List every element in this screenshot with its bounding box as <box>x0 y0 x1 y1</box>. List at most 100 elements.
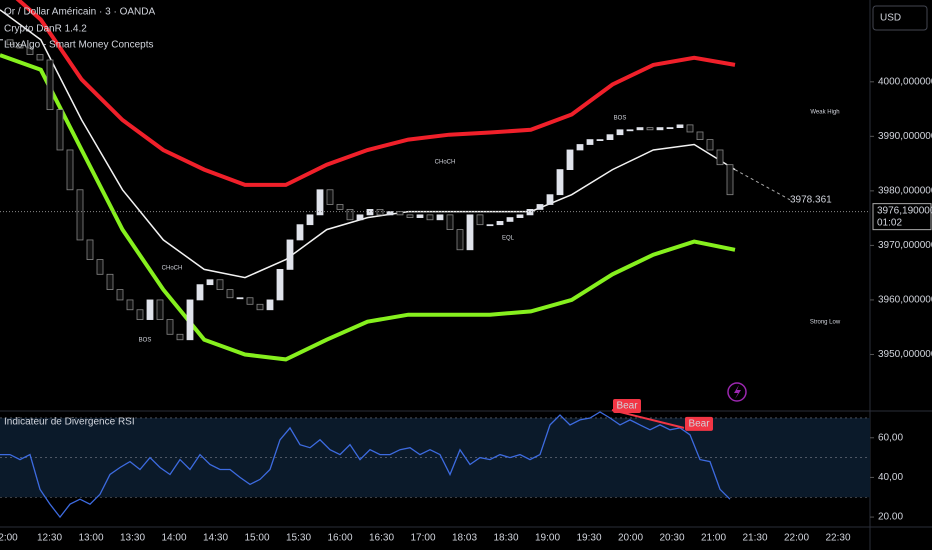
candle <box>666 127 674 130</box>
candle <box>556 169 564 196</box>
candle <box>26 47 34 55</box>
candle <box>436 214 444 221</box>
candle <box>66 149 74 191</box>
candle <box>476 214 484 226</box>
candle <box>696 131 704 141</box>
candle <box>486 224 494 227</box>
candle <box>306 214 314 226</box>
candle <box>176 333 184 341</box>
candle <box>126 299 134 311</box>
y-tick-label: 40,00 <box>878 472 903 483</box>
x-tick-label: 15:30 <box>286 533 311 544</box>
x-tick-label: 22:30 <box>825 533 850 544</box>
alert-bolt <box>734 385 741 399</box>
candle <box>96 259 104 275</box>
x-tick-label: 22:00 <box>784 533 809 544</box>
candle <box>16 44 24 49</box>
candle <box>716 149 724 166</box>
candle <box>516 214 524 218</box>
x-tick-label: 17:00 <box>410 533 435 544</box>
labels: 3950,0000000 3960,0000000 3970,0000000 3980… <box>0 76 932 543</box>
candle <box>276 268 284 301</box>
candle <box>466 214 474 251</box>
target-line <box>734 169 791 201</box>
candle <box>656 127 664 131</box>
x-tick-label: 15:00 <box>244 533 269 544</box>
x-tick-label: 18:30 <box>493 533 518 544</box>
candle <box>86 239 94 260</box>
x-tick-label: 20:30 <box>659 533 684 544</box>
candle <box>446 214 454 230</box>
smc-label: CHoCH <box>435 160 456 166</box>
alert-icon[interactable] <box>727 382 747 402</box>
candle <box>546 194 554 205</box>
y-tick-label: 3980,0000000 <box>878 186 932 197</box>
y-tick-label: 3990,0000000 <box>878 131 932 142</box>
x-tick-label: 18:03 <box>452 533 477 544</box>
candle <box>316 189 324 216</box>
candle <box>136 309 144 320</box>
candle <box>216 279 224 290</box>
bear-signal <box>613 399 641 414</box>
candle <box>586 139 594 145</box>
y-tick-label: 3950,0000000 <box>878 349 932 360</box>
bear-signal <box>685 416 713 431</box>
candle <box>36 54 44 61</box>
candle <box>46 59 54 111</box>
indicator-line <box>15 0 736 187</box>
candle <box>286 239 294 270</box>
candle <box>236 297 244 300</box>
candle <box>536 204 544 210</box>
x-tick-label: 21:00 <box>701 533 726 544</box>
smc-label: EQL <box>502 235 515 241</box>
currency-label[interactable]: USD <box>880 13 901 24</box>
x-tick-label: 13:00 <box>78 533 103 544</box>
candle <box>76 189 84 241</box>
x-tick-label: 16:00 <box>327 533 352 544</box>
candle <box>6 39 14 46</box>
last-price-tag <box>872 203 932 231</box>
x-tick-label: 19:00 <box>535 533 560 544</box>
currency-button[interactable] <box>872 5 928 31</box>
smc-label: BOS <box>614 115 627 121</box>
indicator-line <box>0 9 736 279</box>
candle <box>356 214 364 221</box>
last-price-label: 3976,1900000 <box>877 205 932 216</box>
candle <box>646 127 654 131</box>
y-tick-label: 60,00 <box>878 432 903 443</box>
candle <box>246 297 254 305</box>
candle <box>526 209 534 216</box>
candle <box>376 209 384 216</box>
candle <box>596 139 604 142</box>
candle <box>706 139 714 151</box>
candle <box>326 189 334 205</box>
x-tick-label: 12:30 <box>37 533 62 544</box>
marks <box>0 0 932 519</box>
candle <box>226 289 234 299</box>
candle <box>496 221 504 226</box>
candle <box>626 129 634 132</box>
candle <box>186 299 194 341</box>
candle <box>406 214 414 218</box>
x-tick-label: 20:00 <box>618 533 643 544</box>
candle <box>616 129 624 136</box>
candle <box>456 229 464 251</box>
y-tick-label: 4000,0000000 <box>878 76 932 87</box>
candle <box>566 149 574 170</box>
candle <box>726 164 734 196</box>
smc-label: BOS <box>139 337 152 343</box>
bear-label: Bear <box>616 401 638 412</box>
x-tick-label: 19:30 <box>576 533 601 544</box>
candle <box>146 299 154 320</box>
candle <box>426 214 434 221</box>
candle <box>506 217 514 222</box>
smc-label: Strong Low <box>810 319 841 325</box>
candle <box>636 127 644 131</box>
symbol-title: Or / Dollar Américain · 3 · OANDA <box>4 7 155 18</box>
indicator-name: LuxAlgo - Smart Money Concepts <box>4 40 154 51</box>
candle <box>676 124 684 129</box>
target-label: 3978.361 <box>790 194 832 205</box>
candle <box>156 299 164 320</box>
candle <box>166 319 174 335</box>
